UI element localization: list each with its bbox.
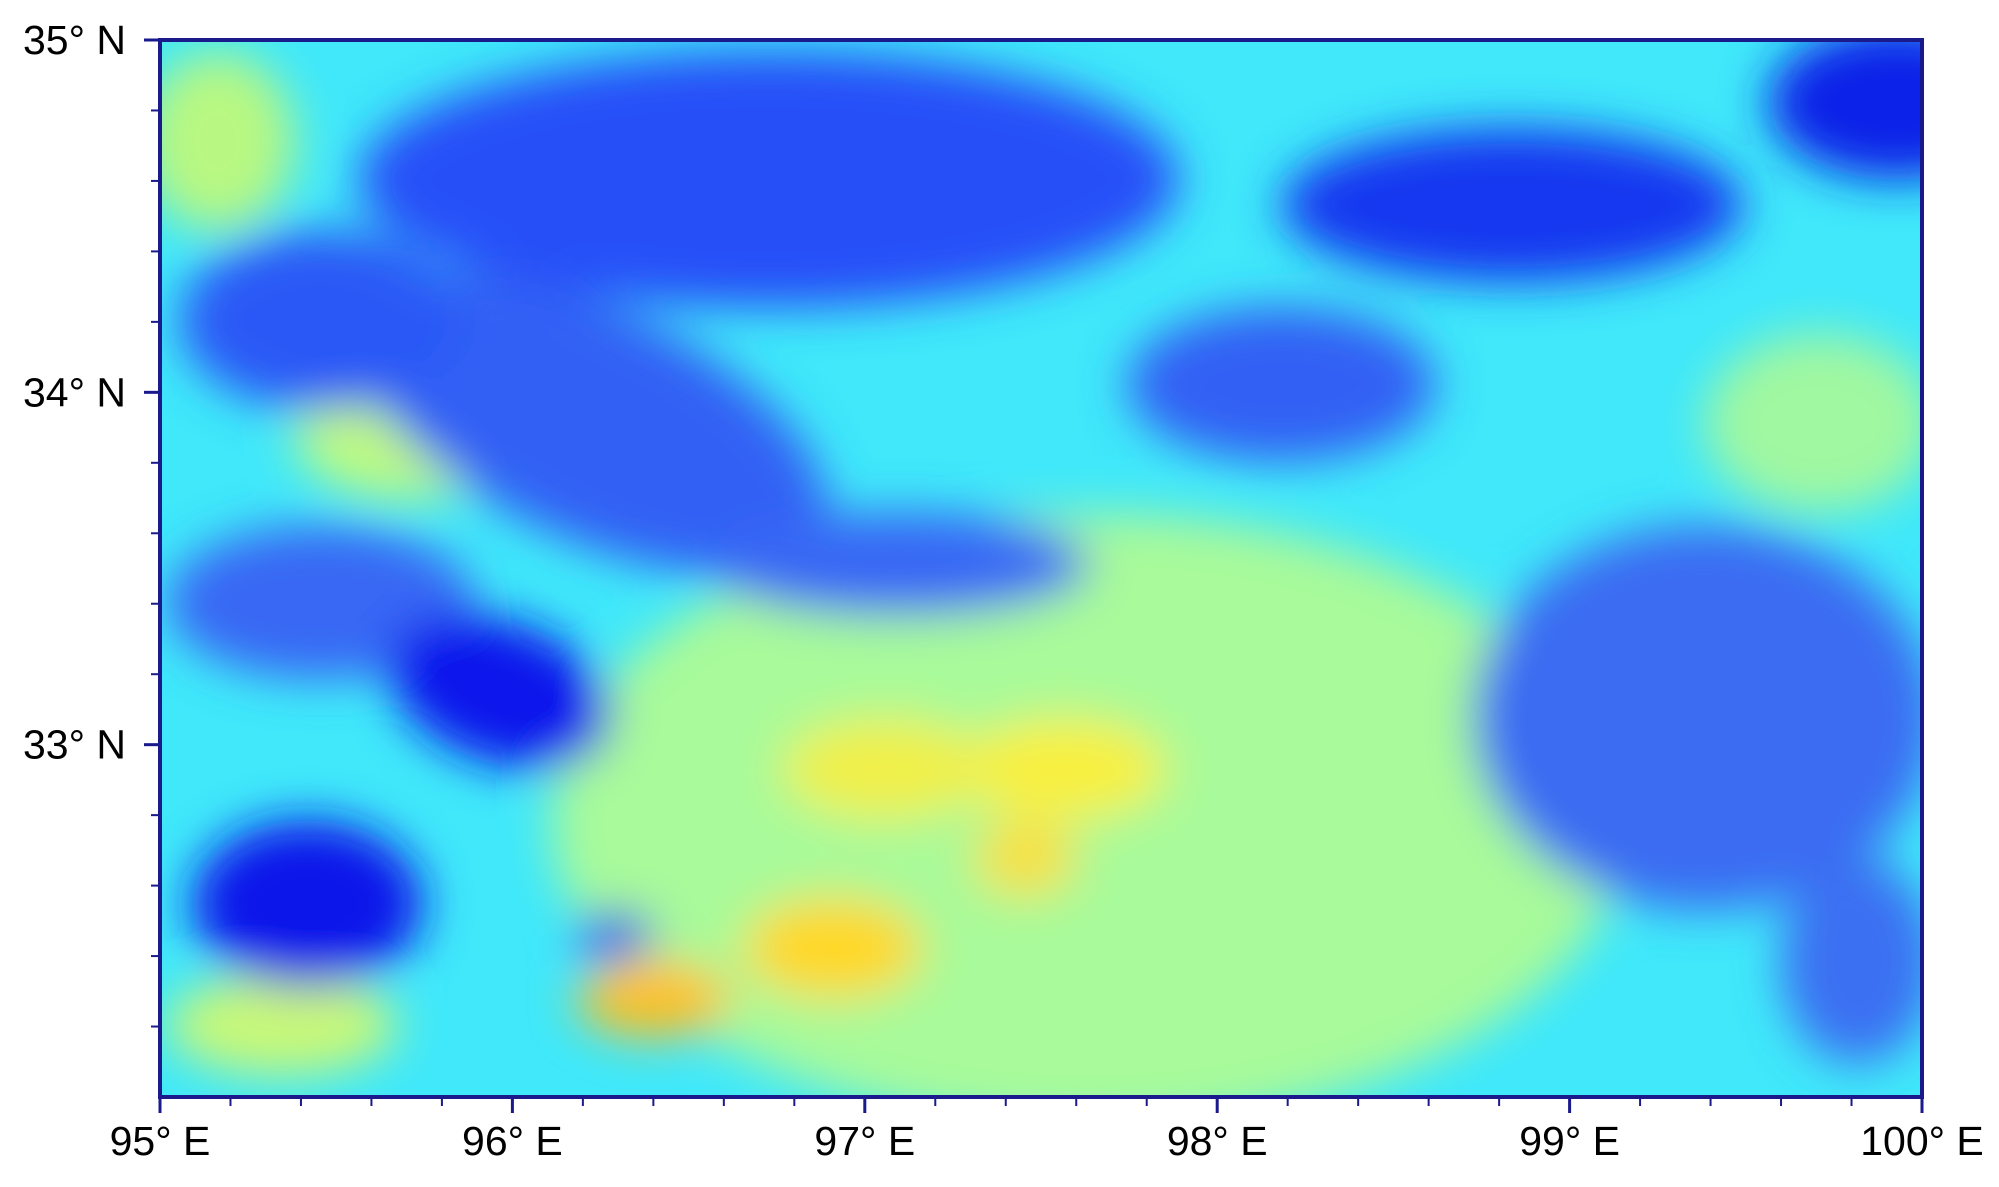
- y-tick-label: 33° N: [23, 722, 126, 768]
- x-tick-label: 97° E: [814, 1118, 915, 1164]
- x-tick-label: 96° E: [462, 1118, 563, 1164]
- y-tick-label: 35° N: [23, 17, 126, 63]
- map-frame: [158, 38, 1924, 1099]
- field: [160, 39, 1923, 1097]
- x-tick-label: 99° E: [1519, 1118, 1620, 1164]
- x-tick-label: 98° E: [1167, 1118, 1268, 1164]
- x-tick-label: 100° E: [1860, 1118, 1984, 1164]
- y-tick-label: 34° N: [23, 369, 126, 415]
- x-tick-label: 95° E: [110, 1118, 211, 1164]
- field-pattern: [160, 39, 1923, 1097]
